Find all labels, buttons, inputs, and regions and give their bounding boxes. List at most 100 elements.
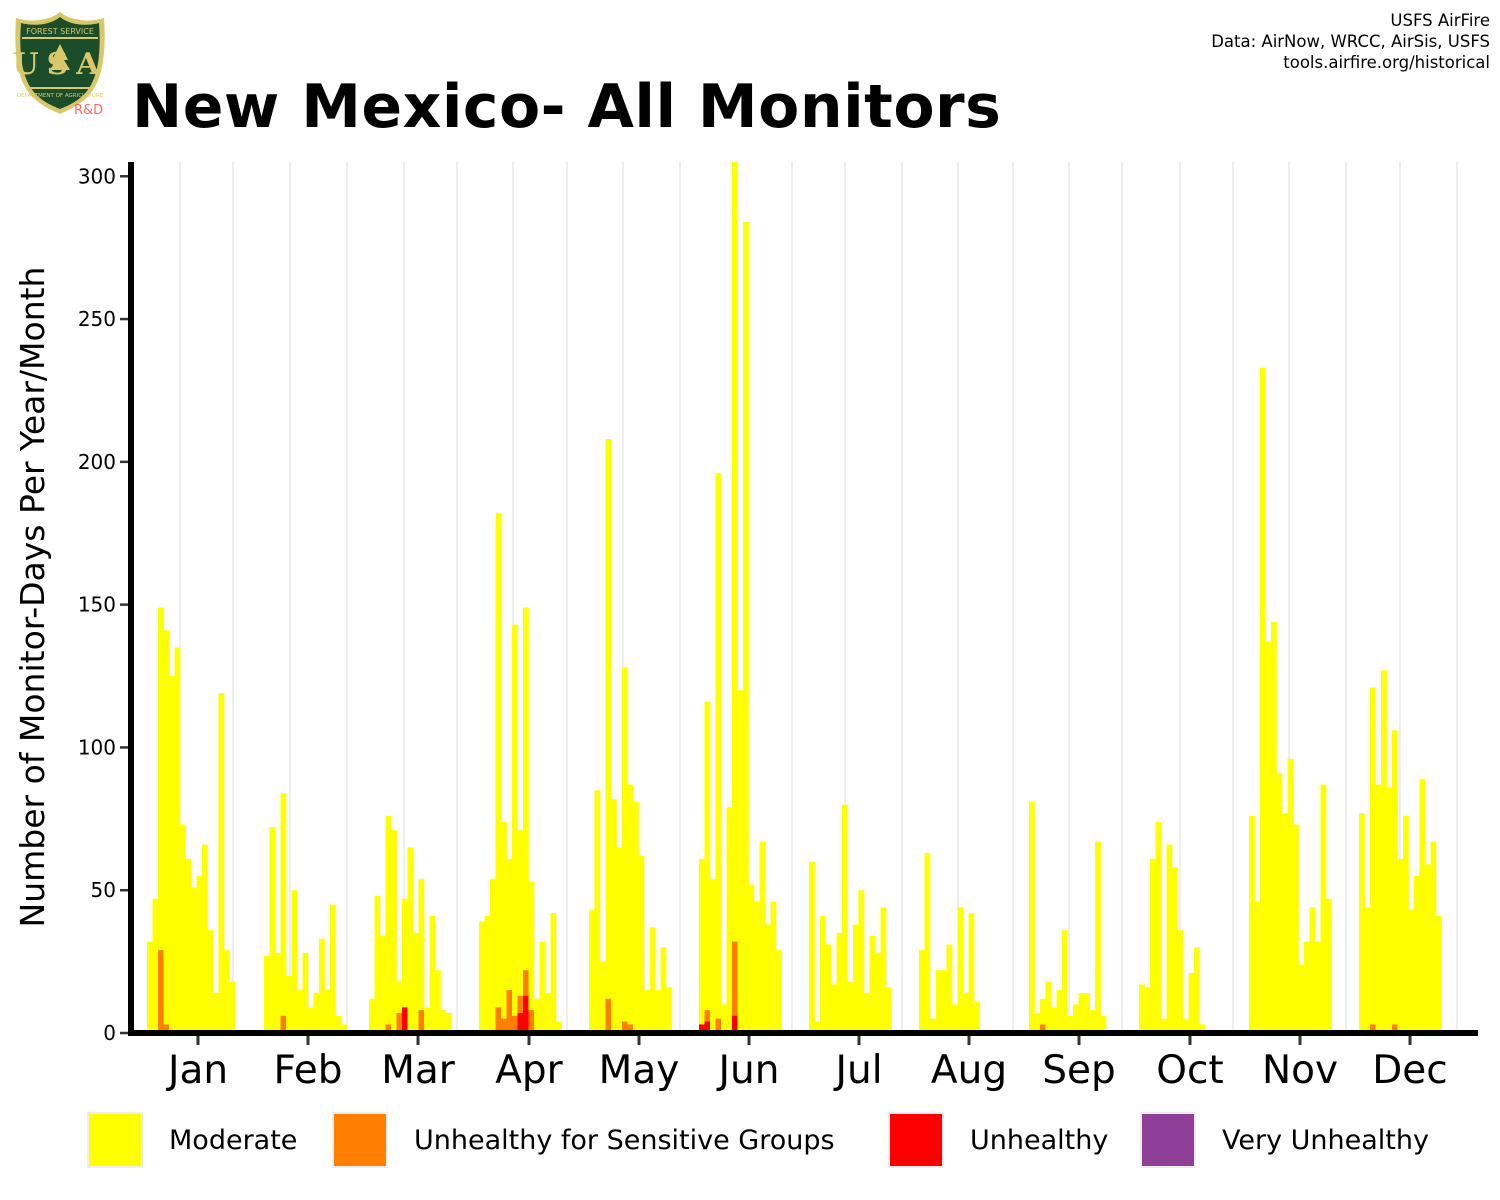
bar-may-12-s0 (649, 927, 656, 1033)
bar-sep-14-s0 (1100, 1015, 1107, 1033)
bar-apr-15-s0 (556, 1021, 562, 1033)
bar-apr-12-s0 (539, 941, 546, 1033)
bar-feb-11-s0 (319, 938, 325, 1033)
bar-apr-9-s0 (523, 607, 529, 1033)
bar-feb-3-s0 (275, 953, 281, 1033)
bar-sep-3-s1 (1040, 1024, 1046, 1033)
bar-jul-1-s0 (809, 861, 815, 1033)
bar-dec-3-s1 (1370, 1024, 1376, 1033)
bar-jan-5-s0 (169, 676, 175, 1033)
bar-jun-9-s0 (743, 221, 749, 1034)
bar-mar-5-s0 (391, 830, 397, 1033)
x-tick-label-jul: Jul (832, 1048, 882, 1093)
x-tick-label-sep: Sep (1042, 1048, 1116, 1093)
bar-mar-8-s0 (407, 847, 414, 1033)
legend-label-unhealthy: Unhealthy (970, 1125, 1109, 1156)
bar-jul-4-s0 (825, 944, 832, 1033)
bar-dec-1-s0 (1359, 813, 1365, 1033)
bar-jun-2-s0 (704, 701, 711, 1033)
bar-oct-12-s0 (1199, 1024, 1206, 1033)
credits: USFS AirFire Data: AirNow, WRCC, AirSis,… (1211, 10, 1490, 73)
bar-jun-12-s0 (759, 841, 766, 1033)
bar-mar-2-s0 (374, 895, 381, 1033)
bar-sep-12-s0 (1089, 1010, 1096, 1033)
bar-jun-1-s0 (699, 858, 705, 1033)
bar-jan-2-s0 (152, 898, 159, 1033)
bar-jul-15-s0 (886, 987, 892, 1033)
bar-aug-5-s0 (941, 970, 947, 1033)
legend-swatch-very-unhealthy (1140, 1112, 1196, 1168)
bar-dec-15-s0 (1436, 915, 1442, 1033)
legend-label-moderate: Moderate (169, 1125, 298, 1156)
bar-jun-1-s2 (699, 1024, 705, 1033)
bar-jun-10-s0 (748, 884, 755, 1033)
bar-apr-2-s0 (484, 915, 491, 1033)
y-tick-label-200: 200 (78, 450, 116, 474)
legend-label-usg: Unhealthy for Sensitive Groups (414, 1125, 835, 1156)
bar-feb-6-s0 (291, 890, 298, 1033)
bar-jun-4-s0 (715, 473, 722, 1033)
bar-apr-5-s1 (501, 1018, 507, 1033)
bar-oct-3-s0 (1150, 858, 1156, 1033)
bar-jun-7-s1 (732, 941, 738, 1033)
y-axis-label: Number of Monitor-Days Per Year/Month (13, 267, 52, 928)
bar-dec-10-s0 (1408, 910, 1415, 1033)
bar-jan-4-s0 (163, 630, 170, 1033)
bar-apr-1-s0 (479, 921, 485, 1033)
bar-feb-1-s0 (264, 955, 270, 1033)
bar-may-2-s0 (594, 790, 601, 1033)
bar-jul-13-s0 (875, 953, 881, 1033)
bar-jan-9-s0 (191, 887, 197, 1033)
credit-line-url: tools.airfire.org/historical (1283, 53, 1490, 72)
bar-jul-6-s0 (836, 933, 843, 1033)
legend-label-very-unhealthy: Very Unhealthy (1222, 1125, 1429, 1156)
bar-apr-3-s0 (490, 878, 496, 1033)
bar-nov-12-s0 (1309, 907, 1316, 1033)
bar-dec-5-s0 (1381, 670, 1387, 1033)
bar-aug-2-s0 (924, 853, 931, 1033)
bar-sep-13-s0 (1095, 841, 1101, 1033)
bar-feb-10-s0 (313, 993, 320, 1033)
bar-feb-4-s1 (280, 1015, 287, 1033)
bar-jul-10-s0 (858, 890, 865, 1033)
bar-apr-10-s0 (528, 881, 535, 1033)
bar-aug-8-s0 (957, 907, 964, 1033)
bar-jan-6-s0 (174, 647, 181, 1033)
bar-jul-12-s0 (869, 935, 876, 1033)
y-tick-label-150: 150 (78, 593, 116, 617)
bar-feb-4-s0 (280, 793, 287, 1033)
bar-apr-5-s0 (501, 821, 507, 1033)
bar-sep-3-s0 (1040, 998, 1046, 1033)
bar-jun-7-s0 (732, 162, 738, 1033)
bar-jul-2-s0 (814, 1021, 821, 1033)
usfs-logo: FOREST SERVICE USA DEPARTMENT OF AGRICUL… (12, 12, 105, 118)
bar-may-1-s0 (589, 910, 595, 1033)
bar-mar-10-s1 (418, 1010, 425, 1033)
bar-feb-15-s0 (341, 1024, 347, 1033)
bar-mar-6-s1 (396, 1013, 403, 1033)
bar-dec-3-s0 (1370, 687, 1376, 1033)
bar-aug-9-s0 (963, 993, 969, 1033)
bar-jul-3-s0 (820, 915, 826, 1033)
credit-line-org: USFS AirFire (1390, 11, 1490, 30)
bar-jun-5-s0 (721, 1004, 727, 1033)
bar-jul-8-s0 (847, 981, 854, 1033)
bar-nov-8-s0 (1287, 758, 1294, 1033)
bar-jan-7-s0 (180, 824, 186, 1033)
legend-swatch-moderate (87, 1112, 143, 1168)
bar-nov-13-s0 (1315, 941, 1321, 1033)
chart-title: New Mexico- All Monitors (132, 72, 1002, 142)
x-tick-label-nov: Nov (1262, 1048, 1338, 1093)
bar-aug-7-s0 (952, 1004, 958, 1033)
bar-may-7-s1 (622, 1021, 628, 1033)
x-tick-label-jan: Jan (165, 1048, 228, 1093)
bar-jan-14-s0 (218, 693, 225, 1033)
bar-jun-7-s2 (732, 1015, 738, 1033)
y-tick-label-100: 100 (78, 735, 116, 759)
bars (147, 162, 1442, 1034)
bar-oct-8-s0 (1177, 930, 1184, 1033)
bar-feb-9-s0 (308, 1007, 314, 1033)
bar-apr-9-s2 (523, 995, 529, 1033)
bar-sep-10-s0 (1078, 993, 1085, 1033)
bar-jan-8-s0 (185, 858, 192, 1033)
